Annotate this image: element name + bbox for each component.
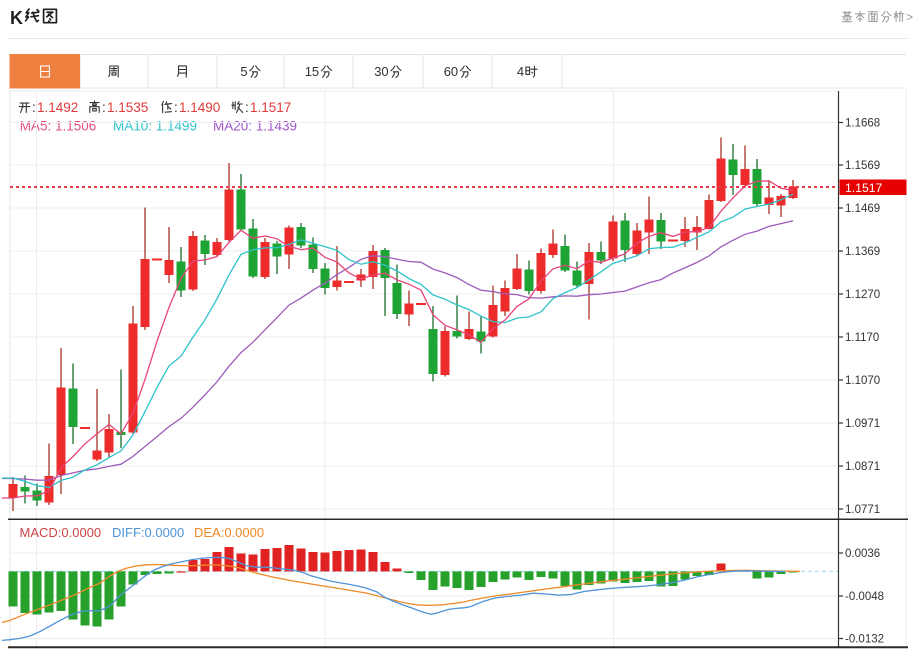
- svg-text::: :: [174, 100, 178, 115]
- svg-text:K: K: [10, 8, 23, 28]
- svg-text:1.1369: 1.1369: [845, 246, 880, 258]
- svg-text:15: 15: [305, 64, 319, 79]
- svg-text:1.1170: 1.1170: [845, 332, 879, 344]
- svg-text:MA20: 1.1439: MA20: 1.1439: [213, 119, 297, 134]
- svg-text:1.1469: 1.1469: [845, 203, 880, 215]
- svg-text::: :: [245, 100, 249, 115]
- svg-text:30: 30: [374, 64, 388, 79]
- svg-text:1.1492: 1.1492: [37, 100, 78, 115]
- svg-text:MACD:0.0000: MACD:0.0000: [20, 525, 102, 540]
- svg-text:1.1517: 1.1517: [250, 100, 291, 115]
- svg-text:1.0971: 1.0971: [845, 418, 880, 430]
- svg-text:MA10: 1.1499: MA10: 1.1499: [113, 119, 197, 134]
- svg-text:>: >: [906, 10, 913, 24]
- svg-text:0.0036: 0.0036: [845, 548, 880, 560]
- svg-text:4: 4: [517, 64, 524, 79]
- svg-text:5: 5: [240, 64, 247, 79]
- svg-text:DEA:0.0000: DEA:0.0000: [194, 525, 264, 540]
- svg-text:1.0871: 1.0871: [845, 461, 880, 473]
- svg-text:DIFF:0.0000: DIFF:0.0000: [112, 525, 184, 540]
- svg-text:1.1270: 1.1270: [845, 289, 880, 301]
- svg-text:1.1668: 1.1668: [845, 118, 880, 130]
- svg-text:1.0771: 1.0771: [845, 504, 880, 516]
- svg-text:1.1490: 1.1490: [179, 100, 220, 115]
- svg-text:60: 60: [444, 64, 458, 79]
- svg-text:1.1569: 1.1569: [845, 160, 880, 172]
- svg-text:MA5: 1.1506: MA5: 1.1506: [20, 119, 97, 134]
- svg-text:-0.0048: -0.0048: [845, 591, 884, 603]
- svg-text::: :: [102, 100, 106, 115]
- svg-text::: :: [32, 100, 36, 115]
- svg-text:1.1535: 1.1535: [107, 100, 148, 115]
- svg-text:1.1517: 1.1517: [845, 181, 882, 195]
- svg-text:1.1070: 1.1070: [845, 375, 880, 387]
- svg-text:-0.0132: -0.0132: [845, 634, 884, 646]
